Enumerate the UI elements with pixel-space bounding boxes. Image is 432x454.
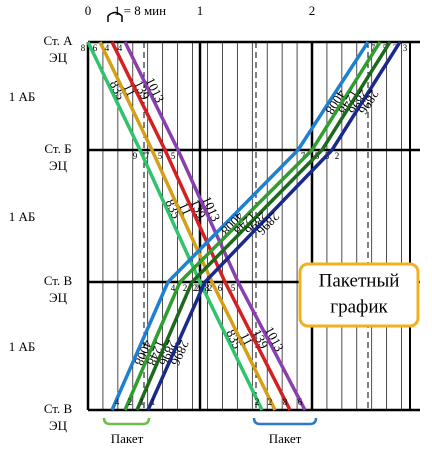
minute-label: 2: [208, 283, 213, 293]
minute-label: 2: [335, 151, 340, 161]
minute-label: 9: [133, 151, 138, 161]
minute-label: 5: [158, 151, 163, 161]
train-line: [110, 41, 370, 411]
packet-bracket: [252, 417, 318, 426]
station-name: Ст. В: [44, 401, 73, 416]
packet-label: Пакет: [269, 431, 302, 446]
station-name: Ст. Б: [44, 141, 71, 156]
minute-label: 2: [193, 283, 198, 293]
minute-label: 4: [171, 283, 176, 293]
train-number: 835: [163, 197, 185, 221]
hour-label: 2: [309, 3, 316, 18]
station-name: Ст. В: [44, 273, 73, 288]
train-line: [86, 41, 264, 411]
minute-label: 1: [151, 397, 156, 407]
packet-bracket: [102, 417, 151, 426]
train-line: [135, 41, 392, 411]
train-line: [98, 41, 277, 411]
train-line: [123, 41, 307, 411]
legend-box: [298, 262, 420, 328]
minute-label: 6: [298, 397, 303, 407]
block-label: 1 АБ: [9, 89, 36, 104]
train-line: [110, 41, 292, 411]
legend-text: Пакетный: [319, 270, 400, 291]
minute-label: 4: [115, 397, 120, 407]
train-line: [146, 41, 402, 411]
minute-label: 8: [283, 397, 288, 407]
minute-label: 7: [145, 151, 150, 161]
scale-note: 1 = 8 мин: [114, 3, 166, 18]
minute-label: 5: [171, 151, 176, 161]
station-sub: ЭЦ: [49, 50, 68, 65]
train-line: [123, 41, 382, 411]
packet-label: Пакет: [111, 431, 144, 446]
minute-label: 7: [301, 151, 306, 161]
block-label: 1 АБ: [9, 209, 36, 224]
scale-bracket: [107, 11, 123, 22]
minute-label: 2: [128, 397, 133, 407]
hour-label: 1: [197, 3, 204, 18]
station-sub: ЭЦ: [49, 418, 68, 433]
station-sub: ЭЦ: [49, 158, 68, 173]
minute-label: 4: [118, 43, 123, 53]
minute-label: 4: [105, 43, 110, 53]
hour-label: 0: [85, 3, 92, 18]
legend-text: график: [330, 296, 388, 317]
minute-label: 6: [93, 43, 98, 53]
block-label: 1 АБ: [9, 339, 36, 354]
minute-label: 3: [403, 43, 408, 53]
minute-label: 2: [183, 283, 188, 293]
minute-label: 1: [140, 397, 145, 407]
minute-label: 2: [195, 283, 200, 293]
minute-label: 8: [205, 283, 210, 293]
minute-label: 8: [81, 43, 86, 53]
minute-label: 7: [371, 43, 376, 53]
station-sub: ЭЦ: [49, 290, 68, 305]
minute-label: 2: [255, 397, 260, 407]
minute-label: 5: [231, 283, 236, 293]
minute-label: 2: [268, 397, 273, 407]
station-name: Ст. А: [43, 33, 73, 48]
minute-label: 6: [218, 283, 223, 293]
